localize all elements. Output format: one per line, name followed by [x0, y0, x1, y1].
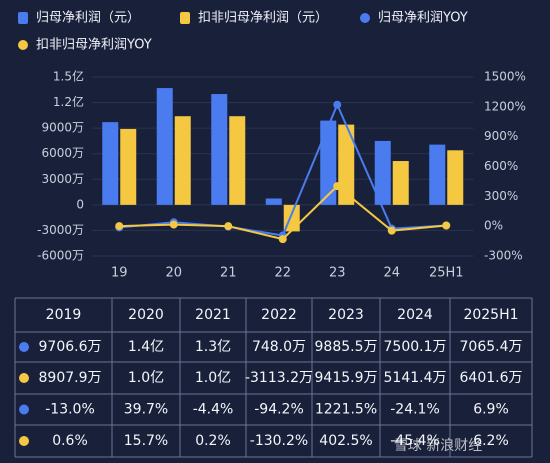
table-dot	[19, 436, 29, 446]
y-tick-label: 1.2亿	[53, 94, 84, 109]
bar	[265, 198, 282, 205]
table-cell: 7500.1万	[384, 339, 447, 355]
y-tick-label: 6000万	[41, 146, 84, 160]
table-cell: 9706.6万	[39, 339, 102, 355]
y-tick-label: 9000万	[41, 121, 84, 135]
line-point	[387, 226, 396, 235]
table-cell: 402.5%	[319, 433, 372, 449]
legend-label: 扣非归母净利润（元）	[198, 11, 328, 26]
table-cell: 0.6%	[52, 433, 88, 449]
bar	[447, 150, 464, 205]
y-tick-label: -3000万	[37, 223, 84, 237]
line-point	[333, 182, 342, 191]
table-cell: 6.2%	[473, 433, 509, 449]
x-tick-label: 21	[220, 266, 237, 281]
bar	[211, 94, 228, 205]
table-cell: 9415.9万	[315, 370, 378, 386]
table-cell: 7065.4万	[460, 339, 523, 355]
bar	[338, 124, 355, 205]
line-point	[224, 222, 233, 231]
table-cell: -3113.2万	[245, 370, 313, 386]
table-cell: 5141.4万	[384, 370, 447, 386]
table-cell: 8907.9万	[39, 370, 102, 386]
legend-swatch	[18, 40, 28, 50]
table-header: 2020	[128, 307, 164, 323]
x-tick-label: 19	[111, 266, 128, 281]
table-cell: 15.7%	[124, 433, 168, 449]
x-tick-label: 25H1	[429, 266, 464, 281]
table-cell: 39.7%	[124, 402, 168, 418]
legend-swatch	[18, 12, 28, 24]
legend-swatch	[360, 13, 370, 23]
table-cell: -45.4%	[390, 433, 440, 449]
bar	[374, 140, 391, 205]
table-cell: -13.0%	[45, 402, 95, 418]
line-point	[169, 220, 178, 229]
table-cell: 6.9%	[473, 402, 509, 418]
line-point	[278, 235, 287, 244]
y-tick-label: -6000万	[37, 249, 84, 263]
bar	[392, 161, 409, 205]
table-dot	[19, 404, 29, 415]
table-header: 2023	[328, 307, 364, 323]
y2-tick-label: 1200%	[484, 99, 526, 113]
y2-tick-label: 300%	[484, 189, 518, 203]
bar	[429, 144, 446, 205]
x-tick-label: 23	[329, 266, 346, 281]
bar	[120, 128, 137, 205]
table-dot	[19, 342, 29, 352]
legend-label: 归母净利润YOY	[378, 11, 468, 26]
table-cell: 1.3亿	[195, 339, 231, 355]
x-tick-label: 22	[274, 266, 291, 281]
table-cell: -130.2%	[250, 433, 308, 449]
table-cell: -4.4%	[193, 402, 234, 418]
bar	[102, 122, 119, 205]
y2-tick-label: 0%	[484, 219, 503, 233]
x-tick-label: 20	[165, 266, 182, 281]
table-cell: -94.2%	[254, 402, 304, 418]
y2-tick-label: 1500%	[484, 70, 526, 84]
table-header: 2025H1	[463, 307, 518, 323]
table-header: 2022	[261, 307, 297, 323]
line-point	[442, 221, 451, 230]
y-tick-label: 3000万	[41, 172, 84, 186]
bar	[229, 116, 246, 205]
table-header: 2024	[397, 307, 433, 323]
bar	[320, 120, 337, 205]
table-header: 2019	[46, 307, 82, 323]
table-header: 2021	[195, 307, 231, 323]
y-tick-label: 1.5亿	[53, 69, 84, 84]
table-cell: 9885.5万	[315, 339, 378, 355]
bar	[174, 116, 191, 205]
line-point	[115, 222, 124, 231]
table-cell: 1.0亿	[195, 370, 231, 386]
table-cell: -24.1%	[390, 402, 440, 418]
legend-label: 扣非归母净利润YOY	[36, 38, 152, 53]
y2-tick-label: -300%	[484, 249, 523, 263]
table-cell: 1.4亿	[128, 339, 164, 355]
table-cell: 0.2%	[195, 433, 231, 449]
table-cell: 1221.5%	[315, 402, 377, 418]
watermark: 雪球 新浪财经	[394, 438, 482, 454]
line-point	[333, 100, 342, 109]
table-cell: 6401.6万	[460, 370, 523, 386]
x-tick-label: 24	[383, 266, 400, 281]
table-cell: 1.0亿	[128, 370, 164, 386]
y2-tick-label: 900%	[484, 129, 518, 143]
table-cell: 748.0万	[252, 339, 306, 355]
table-dot	[19, 373, 29, 383]
legend-swatch	[180, 12, 190, 24]
legend-label: 归母净利润（元）	[36, 11, 140, 26]
bar	[156, 88, 173, 205]
y2-tick-label: 600%	[484, 159, 518, 173]
y-tick-label: 0	[76, 197, 84, 211]
